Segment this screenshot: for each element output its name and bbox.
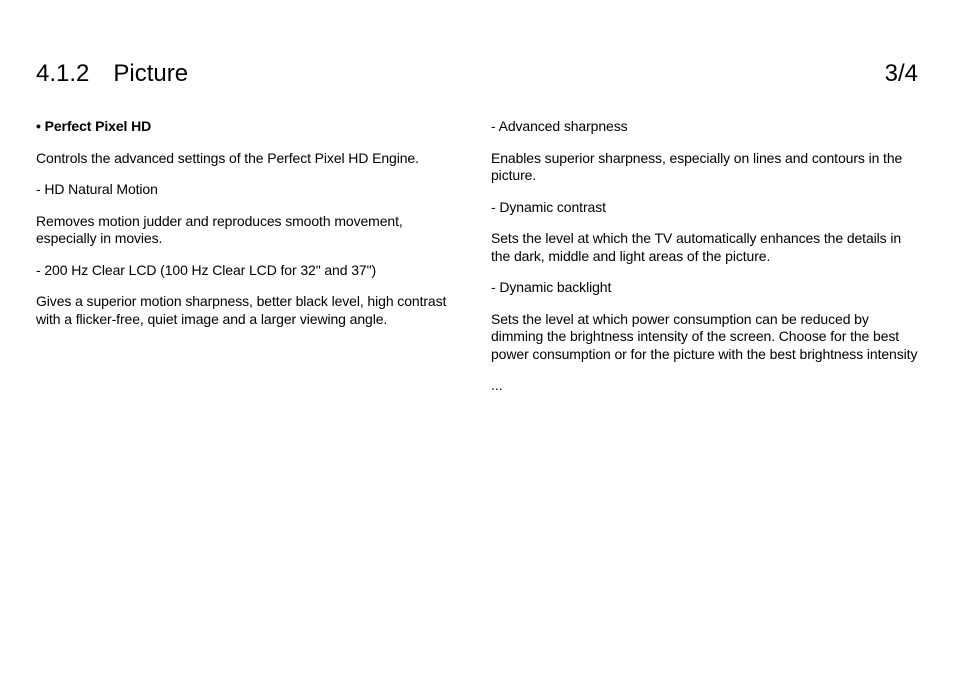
- paragraph: Removes motion judder and reproduces smo…: [36, 213, 463, 248]
- section-title: Picture: [113, 60, 188, 88]
- section-number: 4.1.2: [36, 60, 89, 88]
- paragraph: Sets the level at which power consumptio…: [491, 311, 918, 364]
- paragraph: Enables superior sharpness, especially o…: [491, 150, 918, 185]
- page-header: 4.1.2 Picture 3/4: [36, 60, 918, 88]
- paragraph: - Dynamic contrast: [491, 199, 918, 217]
- paragraph: - Advanced sharpness: [491, 118, 918, 136]
- continuation-marker: ...: [491, 377, 918, 393]
- right-column: - Advanced sharpness Enables superior sh…: [491, 118, 918, 393]
- header-left: 4.1.2 Picture: [36, 60, 188, 88]
- manual-page: 4.1.2 Picture 3/4 • Perfect Pixel HD Con…: [0, 0, 954, 675]
- left-column: • Perfect Pixel HD Controls the advanced…: [36, 118, 463, 393]
- paragraph: - Dynamic backlight: [491, 279, 918, 297]
- paragraph: Sets the level at which the TV automatic…: [491, 230, 918, 265]
- content-columns: • Perfect Pixel HD Controls the advanced…: [36, 118, 918, 393]
- paragraph: - 200 Hz Clear LCD (100 Hz Clear LCD for…: [36, 262, 463, 280]
- paragraph: - HD Natural Motion: [36, 181, 463, 199]
- paragraph: • Perfect Pixel HD: [36, 118, 463, 136]
- paragraph: Controls the advanced settings of the Pe…: [36, 150, 463, 168]
- page-indicator: 3/4: [885, 60, 918, 88]
- paragraph: Gives a superior motion sharpness, bette…: [36, 293, 463, 328]
